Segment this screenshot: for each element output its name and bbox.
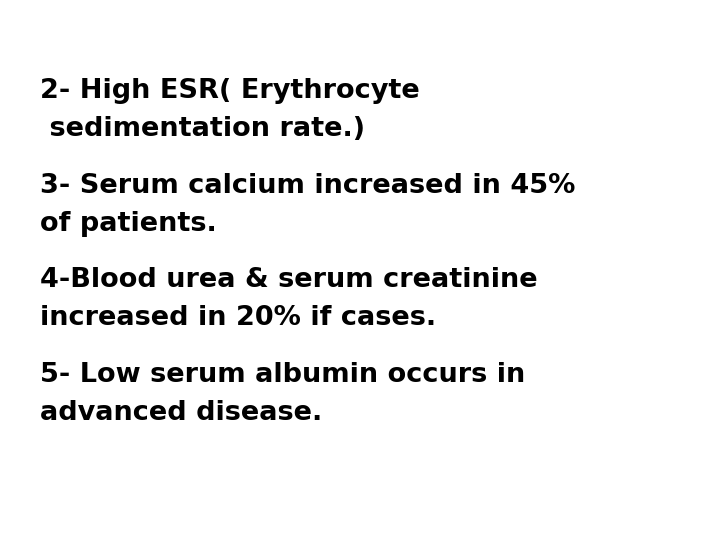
Text: 2- High ESR( Erythrocyte: 2- High ESR( Erythrocyte bbox=[40, 78, 419, 104]
Text: 3- Serum calcium increased in 45%: 3- Serum calcium increased in 45% bbox=[40, 173, 575, 199]
Text: advanced disease.: advanced disease. bbox=[40, 400, 322, 426]
Text: of patients.: of patients. bbox=[40, 211, 216, 237]
Text: increased in 20% if cases.: increased in 20% if cases. bbox=[40, 305, 436, 331]
Text: 5- Low serum albumin occurs in: 5- Low serum albumin occurs in bbox=[40, 362, 525, 388]
Text: 4-Blood urea & serum creatinine: 4-Blood urea & serum creatinine bbox=[40, 267, 537, 293]
Text: sedimentation rate.): sedimentation rate.) bbox=[40, 116, 365, 142]
